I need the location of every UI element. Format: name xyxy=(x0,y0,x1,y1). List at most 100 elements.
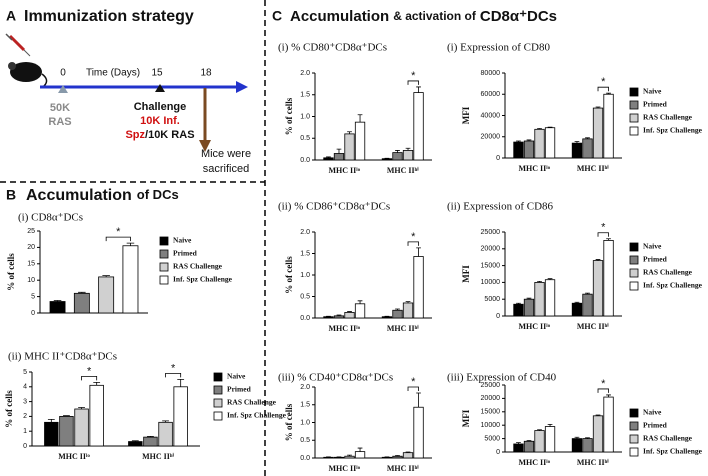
y-tick-label: 1.0 xyxy=(300,419,310,426)
y-tick-label: 4 xyxy=(23,384,27,391)
y-tick-label: 10000 xyxy=(481,422,501,429)
error-bar xyxy=(102,275,110,277)
y-tick-label: 2 xyxy=(23,413,27,420)
legend-swatch xyxy=(159,262,169,272)
challenge-label: Challenge xyxy=(134,101,187,113)
x-tick-label: MHC IIˡᵒ xyxy=(329,166,361,175)
timeline-arrowhead xyxy=(236,81,248,93)
legend-swatch xyxy=(629,87,639,97)
legend-swatch xyxy=(213,372,223,382)
x-tick-label: MHC IIʰⁱ xyxy=(577,163,609,173)
error-bar xyxy=(405,147,411,151)
legend-swatch xyxy=(629,447,639,457)
bar xyxy=(59,415,74,447)
error-bar xyxy=(63,415,70,417)
y-tick-label: 1.0 xyxy=(300,272,310,279)
error-bar xyxy=(595,259,601,261)
legend-label: Naive xyxy=(173,236,192,245)
y-tick-label: 2.0 xyxy=(300,384,310,391)
bar xyxy=(544,426,556,453)
x-tick-label: MHC IIˡᵒ xyxy=(58,452,90,461)
significance-star: * xyxy=(87,365,92,377)
y-tick-label: 5000 xyxy=(484,435,500,442)
bar xyxy=(582,138,593,159)
significance-bracket xyxy=(597,86,609,92)
error-bar xyxy=(78,291,86,294)
error-bar xyxy=(516,442,521,444)
legend-swatch xyxy=(159,275,169,285)
bar xyxy=(89,384,104,447)
error-bar xyxy=(416,247,421,257)
significance-bracket xyxy=(407,386,419,392)
legend-swatch xyxy=(629,126,639,136)
legend-label: Inf. Spz Challenge xyxy=(173,275,233,284)
significance-bracket xyxy=(597,388,609,393)
chart-title: (i) Expression of CD80 xyxy=(447,42,550,54)
y-tick-label: 5 xyxy=(31,293,35,300)
error-bar xyxy=(347,311,352,313)
legend-label: RAS Challenge xyxy=(643,434,693,443)
chart-title: (ii) Expression of CD86 xyxy=(447,201,554,213)
x-tick-label: MHC IIʰⁱ xyxy=(387,165,419,175)
chart-title: (iii) % CD40⁺CD8α⁺DCs xyxy=(278,372,393,384)
legend-label: Inf. Spz Challenge xyxy=(643,447,703,456)
bar xyxy=(603,239,614,317)
legend-label: RAS Challenge xyxy=(173,262,223,271)
significance-bracket xyxy=(81,375,98,381)
legend-swatch xyxy=(629,242,639,252)
x-tick-label: MHC IIˡᵒ xyxy=(329,464,361,473)
legend-label: Primed xyxy=(643,421,668,430)
legend-swatch xyxy=(629,281,639,291)
x-tick-label: MHC IIʰⁱ xyxy=(387,323,419,333)
legend-label: Inf. Spz Challenge xyxy=(643,281,703,290)
bar xyxy=(603,93,614,159)
legend-swatch xyxy=(159,249,169,259)
error-bar xyxy=(347,131,352,134)
day-label: 15 xyxy=(151,68,163,79)
y-tick-label: 15 xyxy=(27,261,35,268)
y-tick-label: 20000 xyxy=(481,395,501,402)
legend-swatch xyxy=(629,100,639,110)
bar xyxy=(143,436,158,447)
error-bar xyxy=(405,301,411,303)
challenge-spz: Spz xyxy=(125,129,145,141)
error-bar xyxy=(574,301,580,304)
panel-title: Accumulation of DCs xyxy=(26,187,179,204)
legend-swatch xyxy=(629,434,639,444)
legend-swatch xyxy=(629,113,639,123)
error-bar xyxy=(326,156,331,158)
bar xyxy=(344,455,355,459)
error-bar xyxy=(516,140,521,143)
bar xyxy=(381,316,393,319)
x-tick-label: MHC IIʰⁱ xyxy=(387,463,419,473)
error-bar xyxy=(537,128,542,130)
y-axis-label: % of cells xyxy=(6,253,16,291)
bar xyxy=(413,406,424,459)
y-tick-label: 2.0 xyxy=(300,229,310,236)
bar xyxy=(571,302,583,317)
bar xyxy=(592,415,604,453)
error-bar xyxy=(357,114,363,123)
bar xyxy=(344,312,355,319)
bar xyxy=(323,316,334,319)
significance-star: * xyxy=(601,76,606,88)
legend-swatch xyxy=(213,385,223,395)
title-part: Accumulation xyxy=(26,187,132,204)
legend-label: RAS Challenge xyxy=(643,268,693,277)
y-tick-label: 0 xyxy=(31,310,35,317)
error-bar xyxy=(336,314,342,316)
challenge-alt: /10K RAS xyxy=(145,129,195,141)
legend-swatch xyxy=(629,255,639,265)
title-part: of DCs xyxy=(137,187,179,202)
prime-marker xyxy=(58,85,68,93)
y-tick-label: 1.0 xyxy=(300,113,310,120)
error-bar xyxy=(93,381,101,386)
error-bar xyxy=(395,455,400,457)
error-bar xyxy=(547,278,553,280)
y-tick-label: 0.0 xyxy=(300,455,310,462)
error-bar xyxy=(516,302,521,305)
significance-bracket xyxy=(407,241,419,246)
significance-star: * xyxy=(411,376,416,388)
error-bar xyxy=(416,392,421,408)
chart-title: (i) % CD80⁺CD8α⁺DCs xyxy=(278,42,387,54)
